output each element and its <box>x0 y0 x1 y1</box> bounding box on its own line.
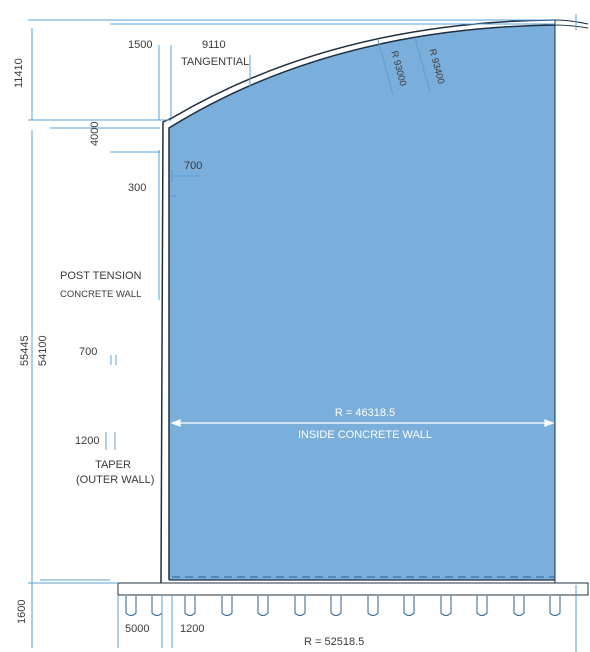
dim-9110-label: 9110 <box>202 39 226 51</box>
dim-1500-label: 1500 <box>128 39 153 51</box>
taper-line1: TAPER <box>95 459 131 471</box>
taper-line2: (OUTER WALL) <box>76 474 155 486</box>
pile <box>367 596 379 616</box>
tangential-label: TANGENTIAL <box>181 56 250 68</box>
pile <box>549 596 561 616</box>
dome-extension <box>554 19 589 25</box>
base-thickness-label: 1600 <box>16 599 28 624</box>
wall-height-label: 54100 <box>37 335 49 366</box>
wall-top-thickness-label: 700 <box>184 160 203 172</box>
pile <box>221 596 233 616</box>
inner-radius-caption: INSIDE CONCRETE WALL <box>297 429 433 441</box>
dimension-lines <box>28 14 577 652</box>
inner-radius-arrow <box>170 419 555 427</box>
pile <box>151 596 163 616</box>
pile <box>403 596 415 616</box>
wall-top-gap-label: 300 <box>128 182 147 194</box>
wall-thickness-mid-label: 700 <box>79 346 98 358</box>
pile <box>294 596 306 616</box>
pile <box>125 596 137 616</box>
dome-extension-inner <box>554 24 589 29</box>
pile <box>440 596 452 616</box>
pile <box>513 596 525 616</box>
radius-line-outer <box>414 37 431 93</box>
inner-wall-outline <box>168 24 556 580</box>
post-tension-line1: POST TENSION <box>60 270 142 282</box>
outer-radius-label: R = 52518.5 <box>304 636 365 648</box>
pile <box>257 596 269 616</box>
pile <box>184 596 196 616</box>
tank-interior-fill <box>169 25 555 580</box>
pile <box>330 596 342 616</box>
inner-radius-value: R = 46318.5 <box>334 407 396 419</box>
wall-thickness-base-label: 1200 <box>75 435 100 447</box>
piles <box>125 596 561 616</box>
arrow-head-right <box>544 419 555 427</box>
footing-width-label: 5000 <box>125 623 150 635</box>
arrow-head-left <box>170 419 181 427</box>
post-tension-line2: CONCRETE WALL <box>60 289 142 300</box>
radius-line-inner <box>377 39 394 96</box>
dome-height-label: 11410 <box>13 58 25 88</box>
footing-wall-label: 1200 <box>180 623 205 635</box>
wall-top-height-label: 4000 <box>89 121 101 146</box>
base-slab <box>117 582 589 596</box>
pile <box>476 596 488 616</box>
outer-wall-outline <box>160 19 556 584</box>
total-height-label: 55445 <box>19 335 31 366</box>
